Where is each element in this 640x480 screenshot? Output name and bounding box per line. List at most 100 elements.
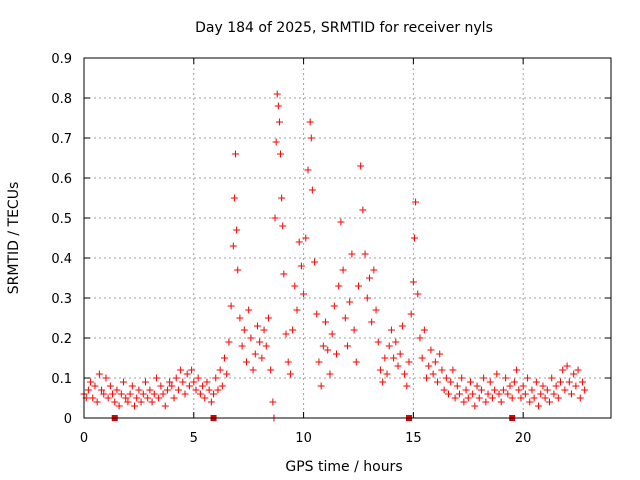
data-point	[361, 250, 369, 258]
data-point	[543, 386, 551, 394]
data-point	[120, 378, 128, 386]
data-point	[499, 386, 507, 394]
data-point	[313, 310, 321, 318]
data-point	[403, 382, 411, 390]
y-tick-label: 0	[64, 412, 72, 427]
data-point	[379, 378, 387, 386]
data-point	[98, 386, 106, 394]
data-point	[548, 374, 556, 382]
data-point	[491, 386, 499, 394]
data-point	[348, 250, 356, 258]
data-point	[179, 378, 187, 386]
data-point	[135, 386, 143, 394]
data-point	[385, 342, 393, 350]
data-point	[199, 382, 207, 390]
data-point	[124, 398, 132, 406]
data-point	[469, 390, 477, 398]
data-point	[196, 390, 204, 398]
data-point	[253, 322, 261, 330]
data-point	[455, 390, 463, 398]
data-point	[192, 386, 200, 394]
data-point	[344, 342, 351, 350]
chart-title: Day 184 of 2025, SRMTID for receiver nyl…	[195, 20, 493, 36]
data-point	[144, 394, 152, 402]
data-point	[172, 374, 180, 382]
data-point	[462, 386, 470, 394]
data-point	[346, 298, 354, 306]
data-point	[279, 222, 287, 230]
data-point	[420, 326, 428, 334]
data-point	[407, 310, 415, 318]
data-point	[524, 374, 532, 382]
data-point	[234, 266, 242, 274]
data-point	[508, 394, 516, 402]
data-point	[141, 378, 149, 386]
data-point	[163, 386, 171, 394]
data-point	[552, 382, 560, 390]
data-point	[488, 394, 496, 402]
data-point	[216, 366, 224, 374]
data-point	[269, 398, 277, 406]
data-point	[445, 390, 453, 398]
data-point	[302, 234, 310, 242]
data-point	[570, 370, 578, 378]
data-point	[311, 258, 319, 266]
y-tick-label: 0.4	[51, 252, 72, 267]
data-point	[578, 378, 586, 386]
data-point	[539, 382, 547, 390]
data-point	[394, 362, 402, 370]
data-point	[218, 382, 226, 390]
data-point	[482, 398, 490, 406]
data-point	[396, 350, 404, 358]
data-point	[429, 370, 437, 378]
data-point	[256, 338, 264, 346]
data-point	[475, 394, 483, 402]
data-point	[205, 386, 213, 394]
data-point	[565, 378, 573, 386]
data-point	[275, 118, 283, 126]
data-point	[280, 270, 288, 278]
x-tick-label: 15	[405, 431, 422, 446]
data-point	[227, 302, 235, 310]
data-point	[109, 390, 117, 398]
data-points	[80, 90, 589, 422]
data-point	[410, 234, 418, 242]
data-point	[84, 386, 92, 394]
data-point	[274, 102, 282, 110]
data-point	[537, 390, 545, 398]
data-point	[510, 378, 518, 386]
data-point	[576, 394, 584, 402]
x-tick-label: 20	[515, 431, 532, 446]
data-point	[401, 370, 409, 378]
data-point	[368, 318, 376, 326]
data-point	[223, 370, 231, 378]
plot-frame	[83, 57, 612, 419]
data-point	[100, 390, 108, 398]
data-point	[370, 266, 378, 274]
data-point	[504, 390, 512, 398]
data-point	[190, 378, 198, 386]
data-point	[315, 358, 323, 366]
data-point	[131, 402, 139, 410]
data-point	[502, 374, 510, 382]
data-point	[273, 90, 281, 98]
data-point	[387, 326, 395, 334]
data-point	[212, 374, 220, 382]
data-point	[225, 338, 233, 346]
data-point	[306, 118, 314, 126]
data-point	[414, 290, 422, 298]
data-point	[277, 150, 285, 158]
data-point	[495, 390, 503, 398]
data-point	[333, 350, 341, 358]
data-point	[150, 390, 158, 398]
data-point	[203, 378, 211, 386]
data-point	[247, 334, 255, 342]
data-point	[177, 366, 185, 374]
data-point	[115, 402, 123, 410]
data-point	[438, 366, 446, 374]
data-point	[521, 390, 529, 398]
data-point	[272, 138, 280, 146]
data-point	[271, 214, 279, 222]
data-point	[307, 134, 315, 142]
data-point	[515, 386, 523, 394]
